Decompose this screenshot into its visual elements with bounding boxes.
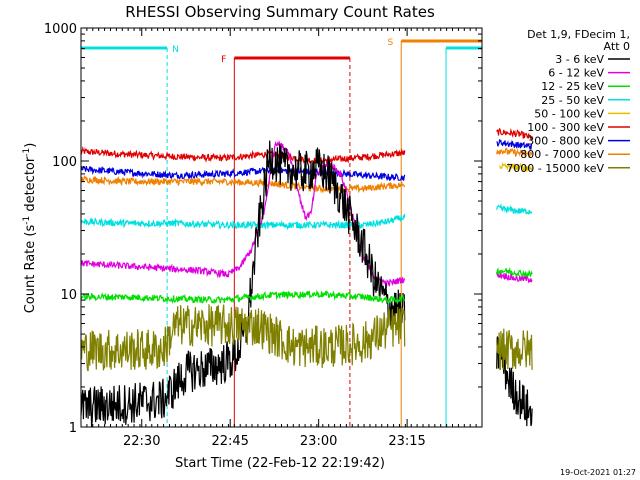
legend-label: 7000 - 15000 keV xyxy=(506,162,604,175)
series-line-7 xyxy=(80,266,533,305)
series-line-8 xyxy=(80,304,533,372)
legend-label: 800 - 7000 keV xyxy=(520,148,604,161)
plot-area: N F S xyxy=(80,38,533,427)
x-axis-label: Start Time (22-Feb-12 22:19:42) xyxy=(175,456,385,471)
y-axis-label-mid: detector xyxy=(23,156,38,216)
legend-label: 25 - 50 keV xyxy=(541,94,604,107)
axes: 1 10 100 1000 22:30 22:45 23:00 23:15 xyxy=(44,22,483,449)
legend-label: 50 - 100 keV xyxy=(534,107,604,120)
y-axis-label-end: ) xyxy=(23,143,38,148)
y-axis-label-sup2: -1 xyxy=(22,148,32,157)
y-tick-label: 1000 xyxy=(44,22,77,37)
series-line-4 xyxy=(80,203,533,231)
legend-label: 100 - 300 keV xyxy=(527,121,604,134)
y-axis-label-sup1: -1 xyxy=(22,216,32,225)
flag-label-S: S xyxy=(387,38,393,48)
flag-label-F: F xyxy=(221,55,226,65)
y-tick-label: 10 xyxy=(60,288,77,303)
series-line-2 xyxy=(80,147,533,194)
legend-label: 6 - 12 keV xyxy=(548,67,604,80)
series-line-0 xyxy=(80,127,533,165)
legend-header-line: Det 1,9, FDecim 1, xyxy=(527,28,630,41)
series-line-1 xyxy=(80,139,533,182)
legend-header-line: Att 0 xyxy=(604,40,630,53)
x-tick-label: 23:00 xyxy=(300,434,337,449)
y-axis-label: Count Rate (s-1 detector-1) xyxy=(22,143,38,314)
y-tick-label: 1 xyxy=(69,421,77,436)
footer-timestamp: 19-Oct-2021 01:27 xyxy=(560,468,636,477)
x-tick-label: 22:45 xyxy=(211,434,248,449)
series-line-6 xyxy=(80,140,533,427)
plot-frame xyxy=(80,27,483,428)
legend-label: 12 - 25 keV xyxy=(541,80,604,93)
flag-label-N: N xyxy=(172,45,179,55)
legend-label: 300 - 800 keV xyxy=(527,135,604,148)
y-axis-label-main: Count Rate (s xyxy=(23,225,38,314)
legend-label: 3 - 6 keV xyxy=(555,53,604,66)
x-tick-label: 22:30 xyxy=(123,434,160,449)
series-line-3 xyxy=(499,162,533,173)
y-tick-label: 100 xyxy=(52,155,77,170)
x-tick-label: 23:15 xyxy=(388,434,425,449)
chart-title: RHESSI Observing Summary Count Rates xyxy=(125,3,435,21)
